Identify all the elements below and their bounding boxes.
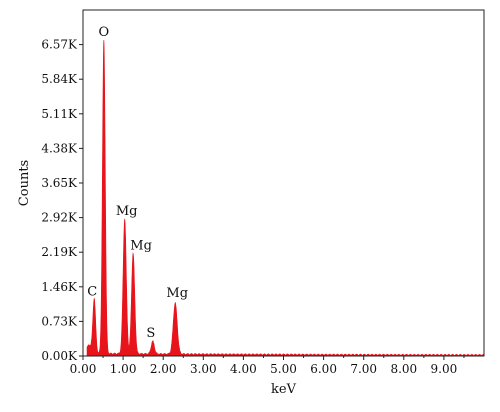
peak-label-mg: Mg [166,286,188,301]
axes: 0.00K 0.73K 1.46K 2.19K 2.92K 3.65K 4.38K 5.11K… [41,9,485,376]
y-tick-label: 0.00K [41,349,78,363]
x-tick-label: 2.00 [150,362,177,376]
y-tick-label: 6.57K [41,38,78,52]
spectrum-area [86,39,485,357]
y-tick-label: 0.73K [41,314,78,328]
x-tick-label: 7.00 [350,362,377,376]
x-tick-label: 9.00 [431,362,458,376]
plot-frame [82,9,485,357]
x-tick-label: 4.00 [230,362,257,376]
x-tick-label: 0.00 [70,362,97,376]
x-tick-label: 6.00 [310,362,337,376]
spectrum-series [86,39,485,357]
peak-label-mg: Mg [130,239,152,254]
peak-label-s: S [146,326,155,341]
y-tick-label: 2.92K [41,211,78,225]
peak-labels: C O Mg Mg S Mg [87,25,188,341]
x-tick-label: 8.00 [390,362,417,376]
y-tick-label: 3.65K [41,176,78,190]
x-tick-label: 5.00 [270,362,297,376]
y-tick-label: 2.19K [41,245,78,259]
peak-label-c: C [87,284,97,299]
peak-label-mg: Mg [116,204,138,219]
x-tick-label: 1.00 [110,362,137,376]
peak-label-o: O [99,25,110,40]
y-axis-title: Counts [17,160,32,206]
x-axis-title: keV [271,382,297,397]
x-tick-label: 3.00 [190,362,217,376]
y-tick-label: 5.84K [41,72,78,86]
y-tick-label: 4.38K [41,141,78,155]
y-tick-label: 5.11K [41,107,78,121]
y-tick-label: 1.46K [41,280,78,294]
